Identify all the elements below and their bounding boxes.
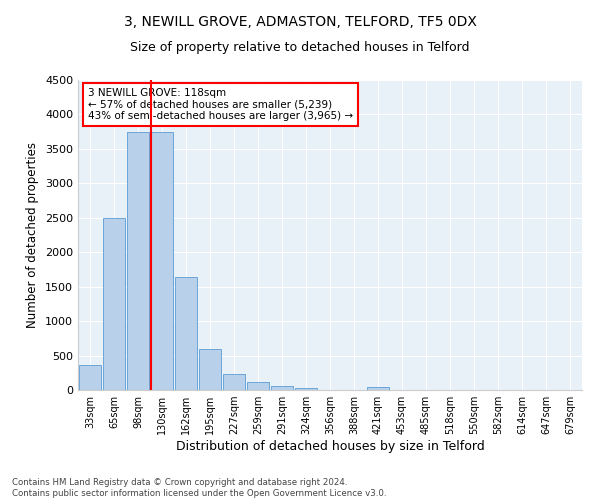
Bar <box>247 382 269 390</box>
Bar <box>199 350 221 390</box>
Y-axis label: Number of detached properties: Number of detached properties <box>26 142 40 328</box>
X-axis label: Distribution of detached houses by size in Telford: Distribution of detached houses by size … <box>176 440 484 453</box>
Bar <box>367 386 389 390</box>
Bar <box>175 277 197 390</box>
Text: 3, NEWILL GROVE, ADMASTON, TELFORD, TF5 0DX: 3, NEWILL GROVE, ADMASTON, TELFORD, TF5 … <box>124 15 476 29</box>
Bar <box>103 218 125 390</box>
Text: Contains HM Land Registry data © Crown copyright and database right 2024.
Contai: Contains HM Land Registry data © Crown c… <box>12 478 386 498</box>
Bar <box>151 132 173 390</box>
Text: 3 NEWILL GROVE: 118sqm
← 57% of detached houses are smaller (5,239)
43% of semi-: 3 NEWILL GROVE: 118sqm ← 57% of detached… <box>88 88 353 121</box>
Text: Size of property relative to detached houses in Telford: Size of property relative to detached ho… <box>130 41 470 54</box>
Bar <box>79 364 101 390</box>
Bar <box>295 388 317 390</box>
Bar <box>223 374 245 390</box>
Bar <box>271 386 293 390</box>
Bar <box>127 132 149 390</box>
